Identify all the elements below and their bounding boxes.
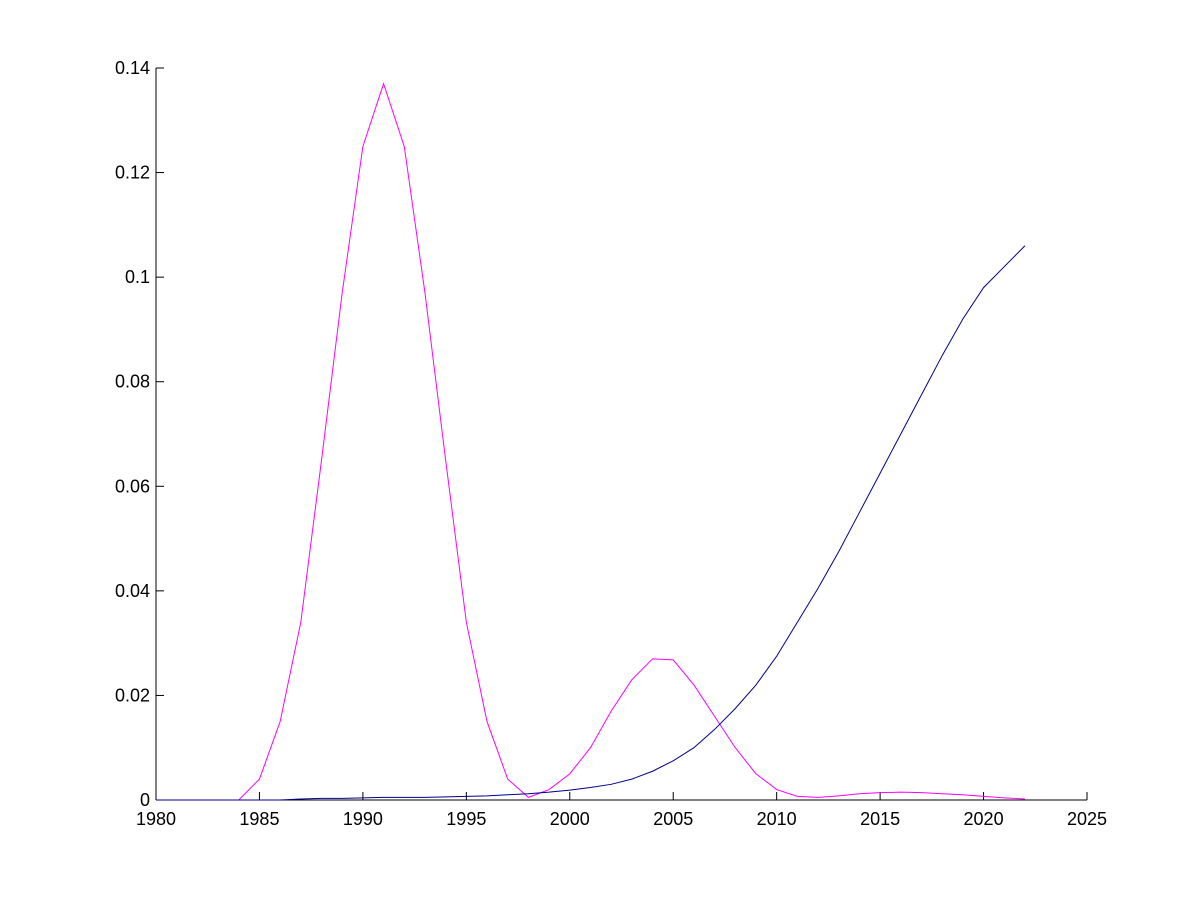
y-tick-label: 0.1 (125, 267, 150, 287)
y-tick-label: 0 (140, 790, 150, 810)
y-tick-label: 0.06 (115, 476, 150, 496)
y-tick-label: 0.08 (115, 372, 150, 392)
x-tick-label: 2005 (653, 809, 693, 829)
x-tick-label: 2015 (860, 809, 900, 829)
line-series (156, 82, 1025, 801)
y-tick-label: 0.14 (115, 58, 150, 78)
x-tick-label: 1990 (343, 809, 383, 829)
y-tick-label: 0.04 (115, 581, 150, 601)
x-tick-label: 2025 (1067, 809, 1107, 829)
x-tick-label: 1980 (136, 809, 176, 829)
y-tick-label: 0.12 (115, 163, 150, 183)
x-tick-label: 2000 (550, 809, 590, 829)
x-tick-label: 2010 (757, 809, 797, 829)
line-series (156, 245, 1026, 801)
x-tick-label: 1995 (446, 809, 486, 829)
x-tick-label: 1985 (239, 809, 279, 829)
y-tick-label: 0.02 (115, 685, 150, 705)
x-tick-label: 2020 (964, 809, 1004, 829)
